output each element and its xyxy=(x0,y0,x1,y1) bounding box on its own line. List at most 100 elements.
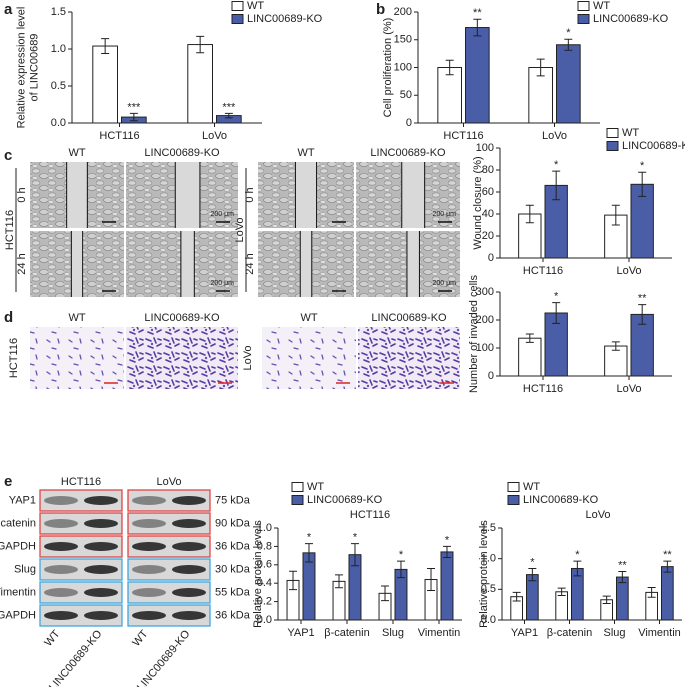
x-tick-label: Vimentin xyxy=(638,627,681,639)
blot-band xyxy=(172,565,206,574)
error-bar xyxy=(129,112,138,122)
x-tick-label: HCT116 xyxy=(523,383,563,395)
protein-label: Vimentin xyxy=(0,586,36,598)
error-bar xyxy=(289,570,298,591)
blot-band xyxy=(172,542,206,551)
legend-label: WT xyxy=(523,481,540,493)
y-tick-label: 1.0 xyxy=(51,43,66,55)
blot-band xyxy=(132,588,166,597)
scale-bar-label: 200 μm xyxy=(211,211,235,218)
error-bar xyxy=(442,545,451,558)
error-bar xyxy=(427,567,436,592)
blot-band xyxy=(84,588,118,597)
blot-strip xyxy=(127,535,211,558)
blot-band xyxy=(44,542,78,551)
significance: ** xyxy=(618,559,627,571)
lane-label: WT xyxy=(42,628,62,649)
error-bar xyxy=(552,170,561,201)
y-tick-label: 200 xyxy=(476,314,494,326)
y-tick-label: 0.5 xyxy=(51,80,66,92)
error-bar xyxy=(350,543,359,567)
y-tick-label: 0.5 xyxy=(481,583,496,595)
blot-strip xyxy=(127,489,211,512)
significance: * xyxy=(575,549,580,561)
significance: * xyxy=(554,159,559,171)
error-bar xyxy=(552,302,561,324)
error-bar xyxy=(445,59,454,76)
blot-strip xyxy=(39,558,123,581)
bar xyxy=(187,44,214,124)
wound-gap xyxy=(175,162,200,228)
bar xyxy=(92,45,119,124)
significance: * xyxy=(399,549,404,561)
y-tick-label: 0 xyxy=(488,252,494,264)
error-bar xyxy=(611,204,620,226)
bar xyxy=(302,552,316,621)
blot-band xyxy=(84,565,118,574)
y-axis-label: Relative protein levels xyxy=(478,520,490,628)
cell-line-label: LoVo xyxy=(234,217,246,242)
blot-strip xyxy=(127,581,211,604)
panel-label: e xyxy=(4,473,12,490)
blot-band xyxy=(44,611,78,620)
y-tick-label: 50 xyxy=(400,89,412,101)
y-axis-label: Relative expression level xyxy=(15,7,27,129)
y-axis-label: Wound closure (%) xyxy=(472,156,484,249)
y-tick-label: 0.6 xyxy=(257,559,272,571)
significance: * xyxy=(530,556,535,568)
legend-swatch xyxy=(577,1,590,11)
error-bar xyxy=(525,333,534,343)
lane-label: WT xyxy=(130,628,150,649)
y-tick-label: 200 xyxy=(394,6,412,18)
y-tick-label: 40 xyxy=(482,208,494,220)
x-tick-label: LoVo xyxy=(616,383,641,395)
error-bar xyxy=(536,58,545,77)
y-axis-label: Cell proliferation (%) xyxy=(382,18,394,118)
panel-label: a xyxy=(4,1,13,18)
x-tick-label: Vimentin xyxy=(418,627,461,639)
blot-strip xyxy=(39,512,123,535)
error-bar xyxy=(638,171,647,197)
blot-band xyxy=(132,542,166,551)
blot-band xyxy=(44,496,78,505)
legend-swatch xyxy=(507,495,520,505)
error-bar xyxy=(611,341,620,351)
y-tick-label: 0.2 xyxy=(257,596,272,608)
kda-label: 36 kDa xyxy=(215,540,251,552)
blot-band xyxy=(172,496,206,505)
panel-label: c xyxy=(4,147,12,164)
error-bar xyxy=(638,304,647,325)
legend-label: WT xyxy=(593,0,610,12)
legend-swatch xyxy=(606,128,619,138)
error-bar xyxy=(663,560,672,573)
y-tick-label: 150 xyxy=(394,34,412,46)
cell-line-label: HCT116 xyxy=(8,338,20,378)
bar xyxy=(526,574,539,621)
error-bar xyxy=(473,18,482,37)
protein-label: GAPDH xyxy=(0,540,36,552)
blot-strip xyxy=(127,558,211,581)
legend-swatch xyxy=(606,141,619,151)
y-tick-label: 0.0 xyxy=(51,117,66,129)
wound-gap xyxy=(406,231,420,297)
y-axis-label: of LINC00689 xyxy=(28,34,40,102)
blot-band xyxy=(132,519,166,528)
x-tick-label: HCT116 xyxy=(443,130,483,142)
column-header: WT xyxy=(297,147,314,159)
blot-band xyxy=(84,611,118,620)
column-header: LINC00689-KO xyxy=(370,147,446,159)
y-tick-label: 1.0 xyxy=(257,522,272,534)
error-bar xyxy=(525,204,534,224)
row-label: 0 h xyxy=(16,187,28,202)
protein-label: GAPDH xyxy=(0,609,36,621)
blot-strip xyxy=(39,581,123,604)
scale-bar-label: 200 μm xyxy=(433,211,457,218)
error-bar xyxy=(396,560,405,579)
column-header: WT xyxy=(300,312,317,324)
row-label: 0 h xyxy=(244,187,256,202)
significance: *** xyxy=(127,101,141,113)
y-tick-label: 0.0 xyxy=(257,614,272,626)
blot-strip xyxy=(127,512,211,535)
y-tick-label: 100 xyxy=(476,342,494,354)
